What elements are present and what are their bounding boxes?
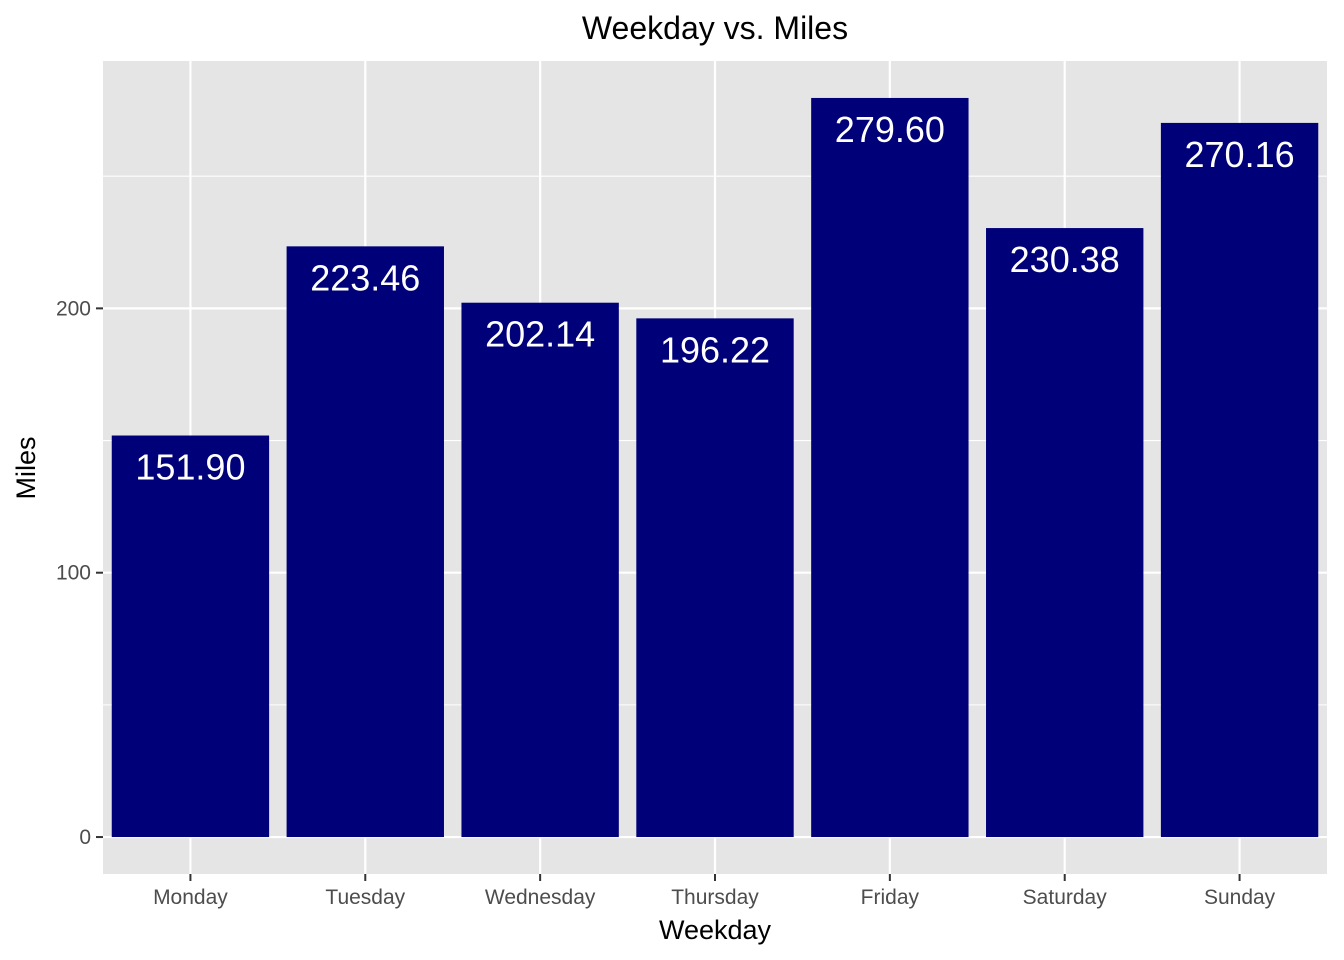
x-tick-label: Wednesday <box>485 886 596 909</box>
bar-wednesday <box>461 302 619 838</box>
x-tick-label: Sunday <box>1204 886 1276 909</box>
bar-value-label: 279.60 <box>835 109 945 150</box>
bar-value-labels: 151.90 223.46 202.14 196.22 279.60 230.38 270.… <box>135 109 1294 488</box>
bar-value-label: 151.90 <box>135 447 245 488</box>
bar-saturday <box>986 228 1144 838</box>
bar-monday <box>111 435 270 838</box>
y-axis: 0 100 200 <box>56 297 103 849</box>
bar-value-label: 230.38 <box>1010 239 1120 280</box>
bar-friday <box>811 97 969 838</box>
x-axis: Monday Tuesday Wednesday Thursday Friday Satu… <box>153 874 1276 909</box>
bar-tuesday <box>286 246 444 838</box>
x-tick-label: Monday <box>153 886 228 909</box>
bar-value-label: 196.22 <box>660 329 770 370</box>
bars <box>111 97 1319 838</box>
y-tick-label: 200 <box>56 297 91 320</box>
chart-title: Weekday vs. Miles <box>582 10 848 46</box>
bar-sunday <box>1160 122 1319 838</box>
y-tick-label: 0 <box>79 826 91 849</box>
bar-value-label: 202.14 <box>485 314 595 355</box>
x-tick-label: Friday <box>861 886 920 909</box>
x-tick-label: Tuesday <box>325 886 405 909</box>
x-axis-title: Weekday <box>659 915 772 945</box>
bar-value-label: 223.46 <box>310 257 420 298</box>
x-tick-label: Saturday <box>1023 886 1108 909</box>
bar-value-label: 270.16 <box>1185 134 1295 175</box>
y-tick-label: 100 <box>56 562 91 585</box>
x-tick-label: Thursday <box>671 886 759 909</box>
y-axis-title: Miles <box>11 436 41 499</box>
bar-thursday <box>636 318 794 838</box>
